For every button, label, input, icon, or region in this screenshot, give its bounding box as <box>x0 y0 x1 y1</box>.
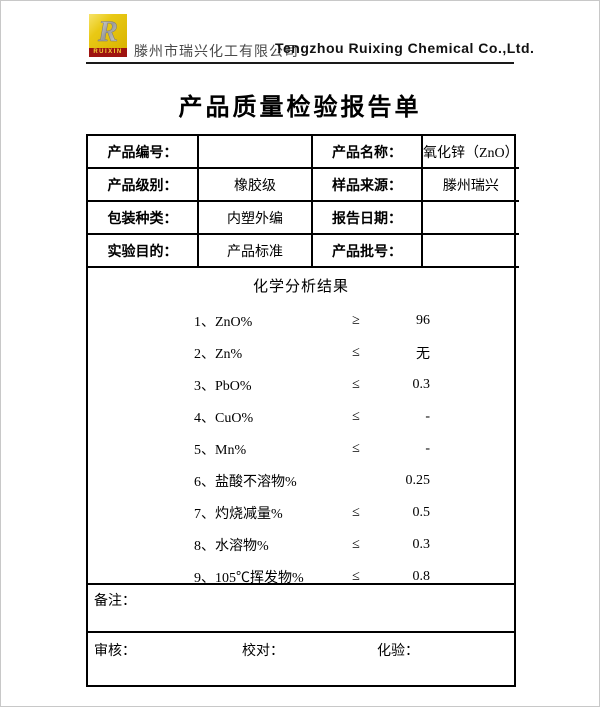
analysis-row: 1、ZnO% ≥ 96 <box>88 305 514 337</box>
analysis-row: 4、CuO% ≤ - <box>88 401 514 433</box>
analysis-relation: ≤ <box>352 377 360 392</box>
analysis-row: 9、105℃挥发物% ≤ 0.8 <box>88 561 514 593</box>
analysis-row: 6、盐酸不溶物% 0.25 <box>88 465 514 497</box>
field-label-test-purpose: 实验目的： <box>88 235 199 268</box>
analysis-relation: ≤ <box>352 505 360 520</box>
analysis-row: 7、灼烧减量% ≤ 0.5 <box>88 497 514 529</box>
signature-review-label: 审核： <box>94 644 136 659</box>
company-logo: R RUIXIN <box>89 14 127 57</box>
field-label-sample-source: 样品来源： <box>313 169 423 202</box>
analysis-name: 3、PbO% <box>194 379 252 394</box>
analysis-value: 0.3 <box>412 537 431 552</box>
ruixin-r-icon: R <box>97 15 119 48</box>
page-title: 产品质量检验报告单 <box>178 94 422 121</box>
signature-proofread-label: 校对： <box>242 644 284 659</box>
company-name-cn: 滕州市瑞兴化工有限公司 <box>134 45 299 60</box>
analysis-row: 8、水溶物% ≤ 0.3 <box>88 529 514 561</box>
signatures-row: 审核： 校对： 化验： <box>88 633 514 684</box>
analysis-relation: ≤ <box>352 441 360 456</box>
analysis-relation: ≤ <box>352 537 360 552</box>
remarks-label: 备注： <box>94 594 136 609</box>
analysis-relation: ≤ <box>352 409 360 424</box>
analysis-value: 0.5 <box>412 505 431 520</box>
field-label-product-grade: 产品级别： <box>88 169 199 202</box>
field-label-product-no: 产品编号： <box>88 136 199 169</box>
analysis-relation: ≥ <box>352 313 360 328</box>
field-value-sample-source: 滕州瑞兴 <box>423 169 519 202</box>
signature-assay-label: 化验： <box>377 644 419 659</box>
analysis-value: - <box>425 441 430 456</box>
analysis-relation: ≤ <box>352 345 360 360</box>
remarks-row: 备注： <box>88 585 514 633</box>
analysis-name: 9、105℃挥发物% <box>194 571 304 586</box>
analysis-items: 1、ZnO% ≥ 96 2、Zn% ≤ 无 3、PbO% ≤ 0.3 4、CuO… <box>88 305 514 593</box>
analysis-name: 6、盐酸不溶物% <box>194 475 297 490</box>
logo-square: R <box>89 14 127 48</box>
svg-text:R: R <box>97 15 118 48</box>
analysis-name: 5、Mn% <box>194 443 247 458</box>
analysis-value: 96 <box>416 313 430 328</box>
field-label-package-type: 包装种类： <box>88 202 199 235</box>
logo-wordmark: RUIXIN <box>89 48 127 57</box>
analysis-name: 1、ZnO% <box>194 315 253 330</box>
report-table: 产品编号： 产品名称： 氧化锌（ZnO） 产品级别： 橡胶级 样品来源： 滕州瑞… <box>86 134 519 687</box>
letterhead: R RUIXIN 滕州市瑞兴化工有限公司 Tengzhou Ruixing Ch… <box>1 1 599 71</box>
analysis-value: - <box>425 409 430 424</box>
field-value-product-name: 氧化锌（ZnO） <box>423 136 519 169</box>
analysis-row: 3、PbO% ≤ 0.3 <box>88 369 514 401</box>
field-value-test-purpose: 产品标准 <box>199 235 313 268</box>
analysis-relation: ≤ <box>352 569 360 584</box>
field-label-product-name: 产品名称： <box>313 136 423 169</box>
analysis-section: 化学分析结果 1、ZnO% ≥ 96 2、Zn% ≤ 无 3、PbO% ≤ 0.… <box>88 275 514 586</box>
info-grid: 产品编号： 产品名称： 氧化锌（ZnO） 产品级别： 橡胶级 样品来源： 滕州瑞… <box>88 136 519 268</box>
analysis-row: 2、Zn% ≤ 无 <box>88 337 514 369</box>
analysis-value: 0.3 <box>412 377 431 392</box>
analysis-value: 无 <box>416 347 430 362</box>
company-name-en: Tengzhou Ruixing Chemical Co.,Ltd. <box>275 40 535 56</box>
analysis-value: 0.8 <box>412 569 431 584</box>
analysis-title: 化学分析结果 <box>252 279 349 295</box>
analysis-name: 7、灼烧减量% <box>194 507 283 522</box>
field-value-product-grade: 橡胶级 <box>199 169 313 202</box>
analysis-name: 8、水溶物% <box>194 539 269 554</box>
analysis-name: 4、CuO% <box>194 411 254 426</box>
field-value-report-date <box>423 202 519 235</box>
field-value-batch-no <box>423 235 519 268</box>
analysis-row: 5、Mn% ≤ - <box>88 433 514 465</box>
field-value-package-type: 内塑外编 <box>199 202 313 235</box>
letterhead-rule <box>86 62 514 64</box>
analysis-value: 0.25 <box>405 473 431 488</box>
analysis-name: 2、Zn% <box>194 347 243 362</box>
field-label-report-date: 报告日期： <box>313 202 423 235</box>
field-label-batch-no: 产品批号： <box>313 235 423 268</box>
field-value-product-no <box>199 136 313 169</box>
